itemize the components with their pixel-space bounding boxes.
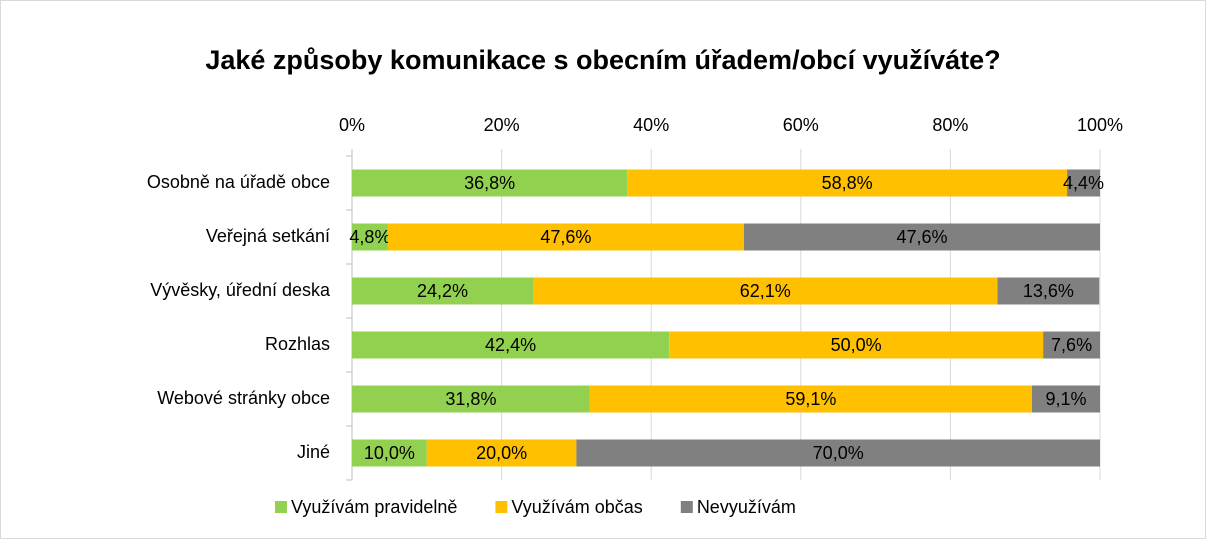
data-label: 4,8% xyxy=(349,227,390,247)
data-label: 31,8% xyxy=(445,389,496,409)
data-label: 58,8% xyxy=(822,173,873,193)
bar-segment xyxy=(1043,331,1100,359)
bar-segment xyxy=(352,223,388,251)
bar-segment xyxy=(352,439,427,467)
x-tick-label: 80% xyxy=(932,115,968,135)
data-label: 47,6% xyxy=(540,227,591,247)
x-tick-label: 20% xyxy=(484,115,520,135)
data-label: 10,0% xyxy=(364,443,415,463)
bar-segment xyxy=(387,223,744,251)
y-tick-label: Veřejná setkání xyxy=(206,226,330,246)
x-tick-label: 100% xyxy=(1077,115,1123,135)
legend-swatch xyxy=(680,501,693,513)
x-tick-label: 40% xyxy=(633,115,669,135)
data-label: 36,8% xyxy=(464,173,515,193)
bar-segment xyxy=(533,277,998,305)
legend-label: Využívám občas xyxy=(511,497,642,517)
chart-title: Jaké způsoby komunikace s obecním úřadem… xyxy=(205,45,1000,75)
bar-segment xyxy=(576,439,1100,467)
y-tick-label: Vývěsky, úřední deska xyxy=(150,280,331,300)
bar-segment xyxy=(352,169,628,197)
legend-swatch xyxy=(495,501,508,513)
y-tick-label: Rozhlas xyxy=(265,334,330,354)
bar-segment xyxy=(1031,385,1100,413)
data-label: 47,6% xyxy=(896,227,947,247)
data-label: 59,1% xyxy=(785,389,836,409)
data-label: 4,4% xyxy=(1063,173,1104,193)
bar-segment xyxy=(997,277,1100,305)
bar-segment xyxy=(589,385,1032,413)
data-label: 24,2% xyxy=(417,281,468,301)
data-label: 50,0% xyxy=(831,335,882,355)
y-tick-label: Osobně na úřadě obce xyxy=(147,172,330,192)
data-label: 62,1% xyxy=(740,281,791,301)
data-label: 9,1% xyxy=(1045,389,1086,409)
data-label: 20,0% xyxy=(476,443,527,463)
y-tick-label: Jiné xyxy=(297,442,330,462)
y-tick-label: Webové stránky obce xyxy=(157,388,330,408)
data-label: 70,0% xyxy=(813,443,864,463)
legend-label: Využívám pravidelně xyxy=(291,497,457,517)
legend-swatch xyxy=(275,501,287,513)
bar-segment xyxy=(352,331,670,359)
bar-segment xyxy=(426,439,577,467)
data-label: 13,6% xyxy=(1023,281,1074,301)
bar-segment xyxy=(352,385,590,413)
bar-segment xyxy=(352,277,534,305)
x-tick-label: 60% xyxy=(783,115,819,135)
bar-segment xyxy=(669,331,1044,359)
bar-segment xyxy=(627,169,1068,197)
legend-label: Nevyužívám xyxy=(697,497,796,517)
bar-segment xyxy=(743,223,1100,251)
data-label: 42,4% xyxy=(485,335,536,355)
bar-segment xyxy=(1067,169,1100,197)
x-tick-label: 0% xyxy=(339,115,365,135)
data-label: 7,6% xyxy=(1051,335,1092,355)
